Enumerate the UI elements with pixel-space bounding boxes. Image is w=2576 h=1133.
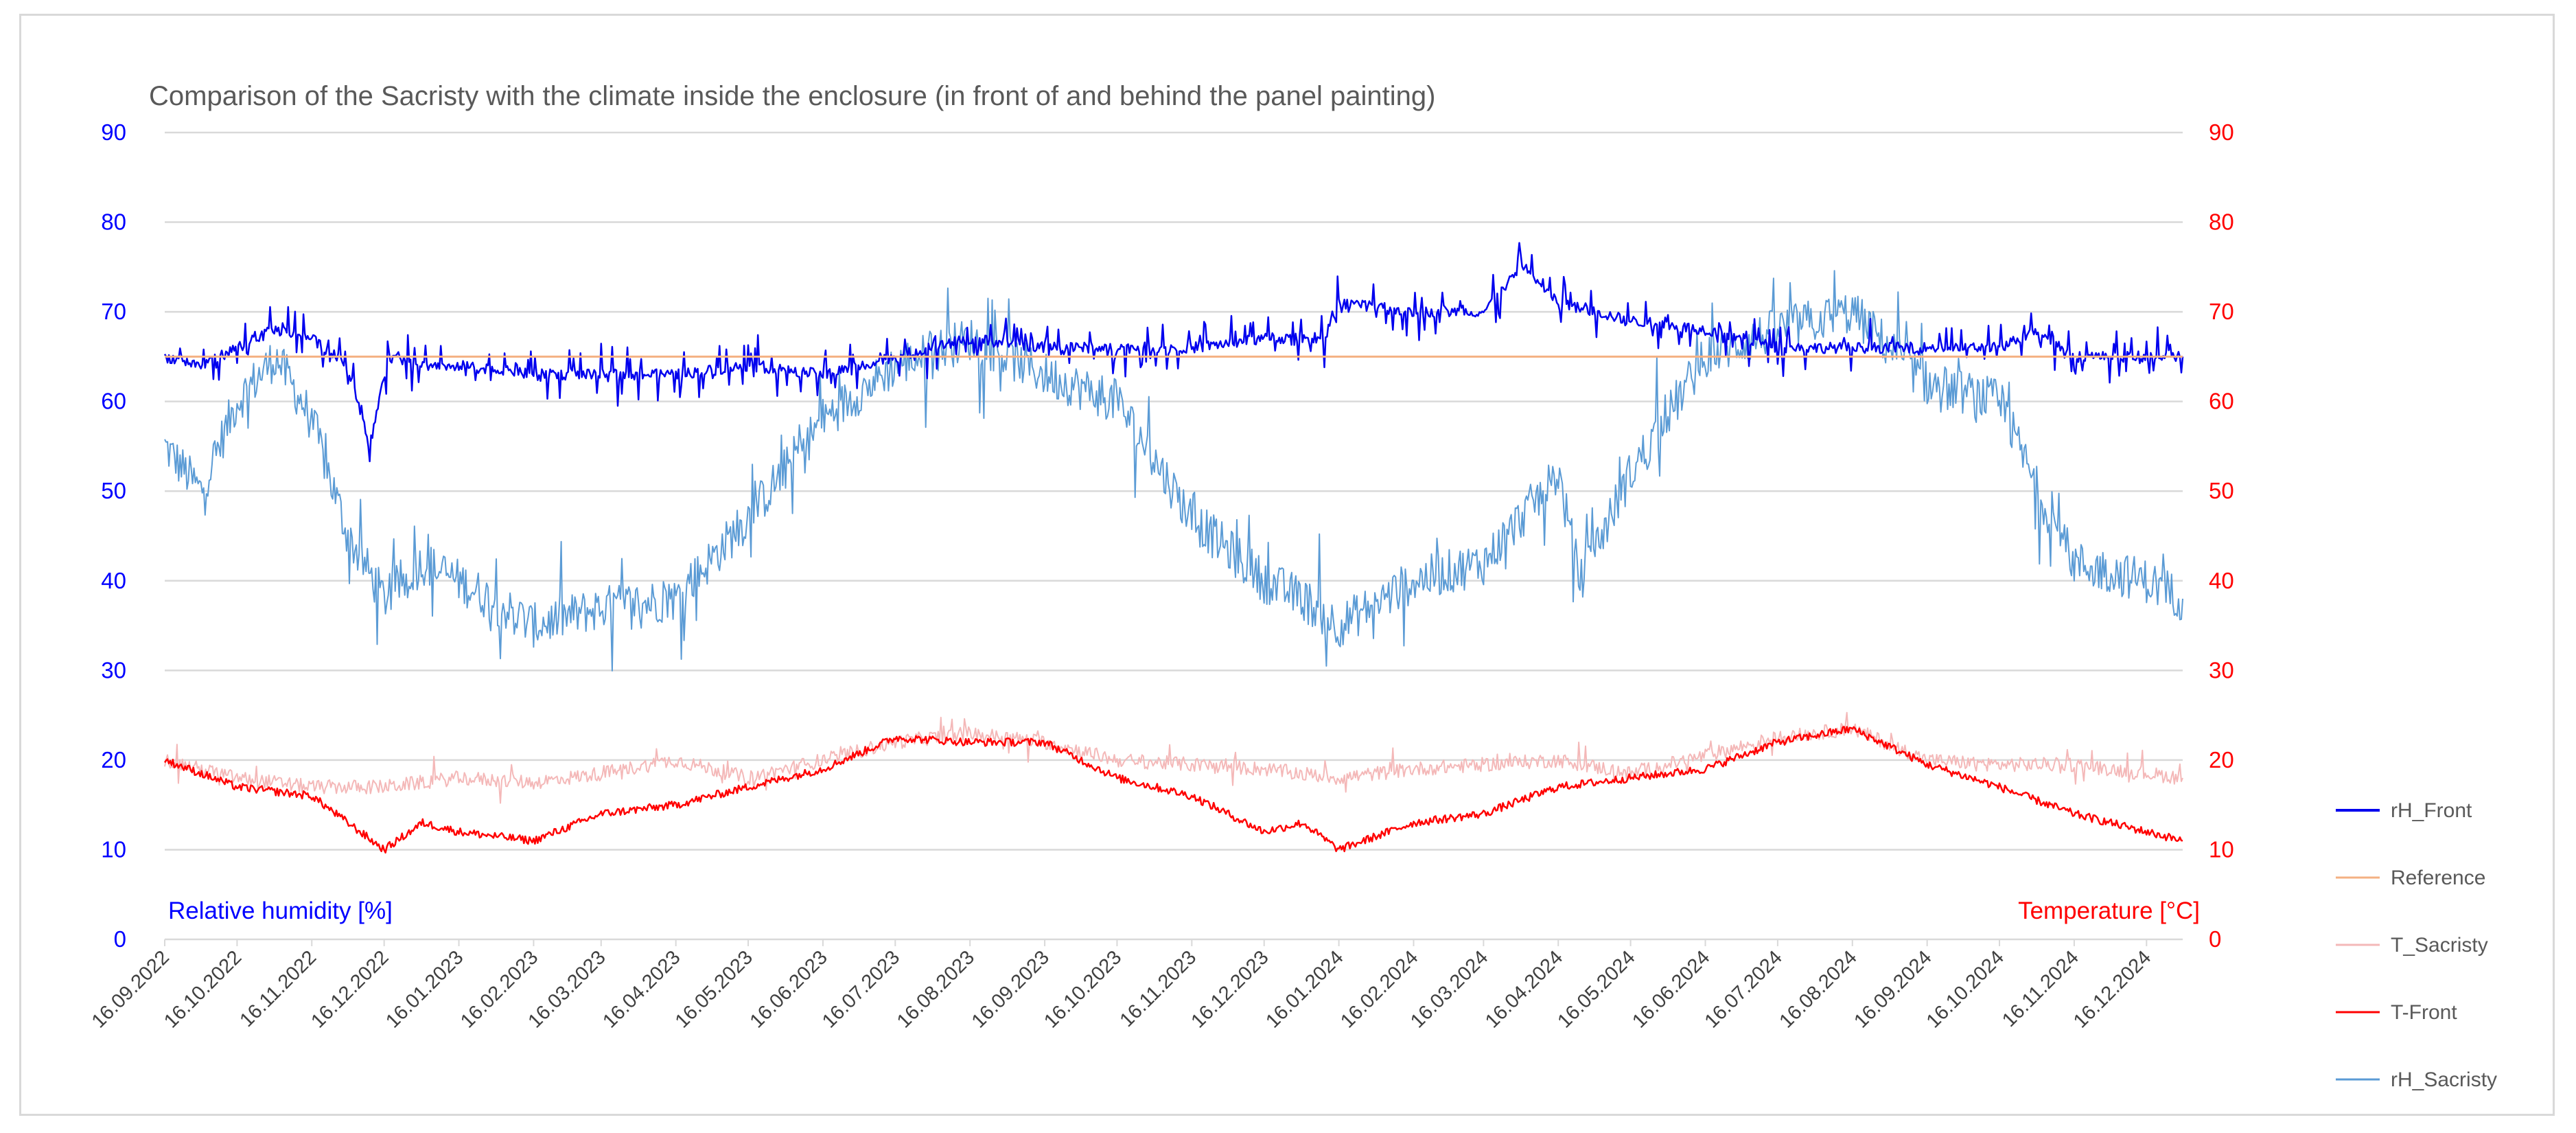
y-tick-label-left: 90 (101, 119, 126, 145)
y-tick-label-right: 30 (2209, 657, 2234, 683)
x-tick-label: 16.05.2024 (1553, 946, 1639, 1032)
legend-label-t-front: T-Front (2391, 1001, 2457, 1024)
legend-label-t-sacristy: T_Sacristy (2391, 934, 2488, 957)
y-tick-label-right: 60 (2209, 389, 2234, 414)
chart-title: Comparison of the Sacristy with the clim… (149, 81, 1436, 111)
x-tick-label: 16.07.2023 (818, 946, 904, 1032)
y-tick-label-left: 40 (101, 568, 126, 593)
x-tick-label: 16.08.2023 (893, 946, 979, 1032)
x-tick-label: 16.09.2023 (968, 946, 1054, 1032)
y-tick-label-right: 50 (2209, 478, 2234, 503)
y-tick-label-right: 0 (2209, 926, 2221, 952)
y-tick-label-right: 10 (2209, 836, 2234, 862)
x-tick-label: 16.09.2022 (88, 946, 174, 1032)
x-tick-label: 16.04.2023 (599, 946, 684, 1032)
x-tick-label: 16.09.2024 (1850, 946, 1936, 1032)
x-tick-label: 16.10.2022 (160, 946, 246, 1032)
x-tick-label: 16.01.2023 (382, 946, 467, 1032)
x-tick-label: 16.06.2024 (1628, 946, 1714, 1032)
series-line-t-front (163, 726, 2183, 854)
legend-label-rh-front: rH_Front (2391, 799, 2472, 822)
x-tick-label: 16.04.2024 (1481, 946, 1567, 1032)
y-tick-label-left: 70 (101, 299, 126, 324)
y-axis-label-left: Relative humidity [%] (168, 897, 393, 924)
x-tick-label: 16.10.2024 (1923, 946, 2008, 1032)
y-tick-label-left: 0 (114, 926, 126, 952)
legend-label-rh-sacristy: rH_Sacristy (2391, 1068, 2497, 1091)
y-tick-label-left: 80 (101, 209, 126, 235)
y-tick-label-right: 40 (2209, 568, 2234, 593)
x-tick-label: 16.12.2022 (307, 946, 393, 1032)
x-tick-label: 16.05.2023 (671, 946, 757, 1032)
x-tick-label: 16.08.2024 (1775, 946, 1861, 1032)
x-tick-label: 16.12.2024 (2069, 946, 2155, 1032)
y-tick-label-right: 90 (2209, 119, 2234, 145)
y-axis-label-right: Temperature [°C] (2018, 897, 2200, 924)
x-tick-label: 16.07.2024 (1701, 946, 1787, 1032)
y-tick-label-right: 80 (2209, 209, 2234, 235)
y-tick-label-left: 30 (101, 657, 126, 683)
series-line-rh-sacristy (164, 270, 2183, 672)
series-line-rh-front (163, 242, 2184, 463)
x-tick-label: 16.10.2023 (1040, 946, 1126, 1032)
x-tick-label: 16.12.2023 (1187, 946, 1273, 1032)
x-tick-label: 16.06.2023 (746, 946, 832, 1032)
y-tick-label-left: 50 (101, 478, 126, 503)
x-tick-label: 16.01.2024 (1262, 946, 1347, 1032)
y-tick-label-left: 20 (101, 747, 126, 772)
y-tick-label-left: 10 (101, 836, 126, 862)
series-line-t-sacristy (164, 711, 2183, 804)
y-tick-label-left: 60 (101, 389, 126, 414)
y-tick-label-right: 20 (2209, 747, 2234, 772)
legend-label-reference: Reference (2391, 867, 2485, 889)
y-tick-label-right: 70 (2209, 299, 2234, 324)
